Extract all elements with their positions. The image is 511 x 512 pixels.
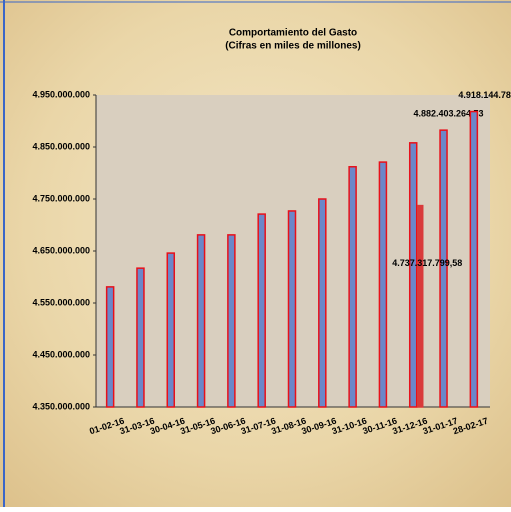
y-tick-label: 4.650.000.000 bbox=[32, 245, 90, 255]
bar bbox=[196, 234, 206, 408]
bar bbox=[105, 286, 115, 408]
y-tick-label: 4.450.000.000 bbox=[32, 349, 90, 359]
bar bbox=[287, 210, 297, 408]
bar bbox=[136, 267, 145, 408]
bar bbox=[378, 161, 388, 408]
bar bbox=[416, 204, 424, 408]
y-tick-label: 4.350.000.000 bbox=[32, 401, 90, 411]
bar bbox=[408, 142, 418, 408]
bar bbox=[439, 129, 448, 408]
chart-subtitle: (Cifras en miles de millones) bbox=[225, 41, 361, 52]
y-tick-label: 4.550.000.000 bbox=[32, 297, 90, 307]
chart-title: Comportamiento del Gasto bbox=[229, 28, 357, 39]
y-tick-label: 4.750.000.000 bbox=[32, 193, 90, 203]
bar bbox=[257, 213, 266, 408]
data-label: 4.918.144.789,3 bbox=[458, 90, 511, 100]
y-tick-label: 4.850.000.000 bbox=[32, 141, 90, 151]
bar bbox=[318, 198, 327, 408]
data-label: 4.737.317.799,58 bbox=[392, 258, 462, 268]
bar bbox=[348, 166, 357, 408]
y-tick-label: 4.950.000.000 bbox=[32, 89, 90, 99]
bar bbox=[227, 234, 236, 408]
data-label: 4.882.403.264,73 bbox=[413, 109, 483, 119]
bar bbox=[166, 252, 176, 408]
bar bbox=[469, 110, 479, 408]
